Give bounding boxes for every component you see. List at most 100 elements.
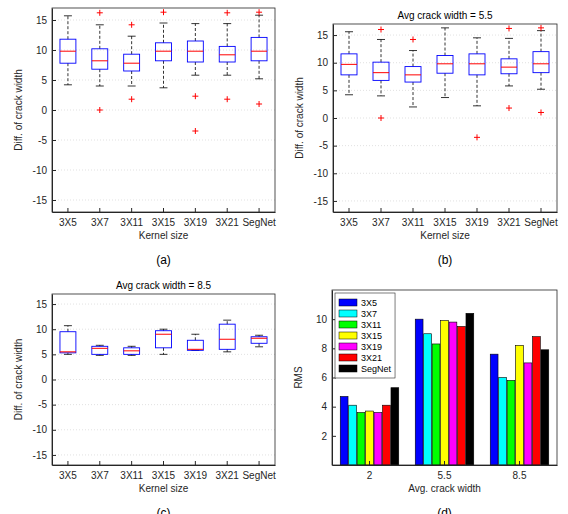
y-tick: -10 (314, 168, 337, 179)
legend-swatch (339, 299, 357, 306)
tick-mark (259, 461, 260, 465)
plot-frame (52, 294, 275, 465)
tick-mark (195, 208, 196, 212)
tick-label: -10 (33, 424, 48, 435)
whisker (349, 32, 350, 54)
legend-label: SegNet (361, 364, 392, 374)
tick-mark (333, 173, 337, 174)
box (405, 67, 421, 82)
tick-mark (52, 50, 56, 51)
whisker-cap (160, 23, 168, 24)
bar-series (357, 344, 515, 465)
whisker (195, 24, 196, 41)
whisker (163, 23, 164, 43)
tick-mark (163, 208, 164, 212)
y-tick: 4 (321, 401, 336, 412)
whisker-cap (191, 75, 199, 76)
chart-title: Avg crack width = 8.5 (116, 280, 212, 291)
tick-label: -5 (319, 140, 328, 151)
whisker-cap (345, 31, 353, 32)
outlier (506, 105, 512, 111)
bar (383, 405, 391, 465)
legend-items: 3X53X73X113X153X193X21SegNet (339, 298, 392, 374)
grid (52, 304, 275, 455)
outlier (129, 22, 135, 28)
whisker-cap (96, 345, 104, 346)
box (187, 340, 203, 350)
whisker (259, 61, 260, 79)
tick-label: 3X11 (402, 217, 425, 228)
bar (516, 345, 524, 465)
bar (541, 350, 549, 465)
whisker (381, 80, 382, 95)
box-panel: -15-10-50510153X53X73X113X153X193X21SegN… (294, 10, 558, 267)
tick-mark (52, 170, 56, 171)
box (60, 332, 76, 353)
box (437, 56, 453, 74)
tick-label: 2 (321, 431, 327, 442)
tick-mark (195, 461, 196, 465)
outlier (538, 25, 544, 31)
bar (533, 337, 541, 465)
median (187, 349, 203, 350)
whisker (99, 69, 100, 86)
whisker-cap (64, 354, 72, 355)
y-tick: 10 (36, 45, 56, 56)
tick-mark (131, 208, 132, 212)
box (219, 46, 235, 62)
median (156, 51, 172, 52)
y-axis: 246810 (316, 291, 336, 466)
y-tick: 0 (41, 374, 56, 385)
legend-swatch (339, 332, 357, 339)
bar (490, 354, 498, 465)
axis-line (53, 465, 276, 466)
tick-mark (163, 461, 164, 465)
y-tick: 15 (36, 299, 56, 310)
tick-mark (444, 461, 445, 465)
x-tick: 3X7 (372, 208, 390, 228)
outlier (506, 25, 512, 31)
bar (499, 378, 507, 466)
tick-label: -5 (38, 399, 47, 410)
whisker-cap (473, 37, 481, 38)
whisker-cap (441, 97, 449, 98)
bar-series (391, 313, 549, 465)
tick-label: 6 (321, 372, 327, 383)
whisker (509, 74, 510, 86)
legend-swatch (339, 321, 357, 328)
whisker-cap (223, 351, 231, 352)
legend-swatch (339, 310, 357, 317)
y-tick: 5 (41, 75, 56, 86)
box (469, 54, 485, 75)
whisker-cap (223, 75, 231, 76)
box (92, 346, 108, 354)
y-tick: 10 (316, 314, 336, 325)
y-tick: 2 (321, 431, 336, 442)
median (251, 338, 267, 339)
whisker (67, 63, 68, 85)
legend-swatch (339, 365, 357, 372)
whisker-cap (377, 39, 385, 40)
bar (415, 319, 423, 465)
box (251, 37, 267, 60)
x-tick: SegNet (242, 461, 276, 481)
y-tick: 0 (322, 113, 337, 124)
outlier (192, 128, 198, 134)
x-axis-title: Kernel size (139, 230, 189, 241)
tick-mark (52, 200, 56, 201)
bar (340, 396, 348, 465)
tick-mark (332, 407, 336, 408)
whisker (195, 334, 196, 340)
median (373, 72, 389, 73)
axis-line (333, 465, 558, 466)
whisker-cap (128, 86, 136, 87)
tick-label: SegNet (242, 470, 276, 481)
median (124, 63, 140, 64)
tick-label: 5 (41, 75, 47, 86)
y-axis-title: RMS (293, 366, 304, 389)
tick-label: 10 (316, 314, 328, 325)
whisker-cap (223, 23, 231, 24)
x-tick: 5.5 (438, 461, 452, 481)
tick-label: 3X21 (497, 217, 521, 228)
outlier (410, 36, 416, 42)
